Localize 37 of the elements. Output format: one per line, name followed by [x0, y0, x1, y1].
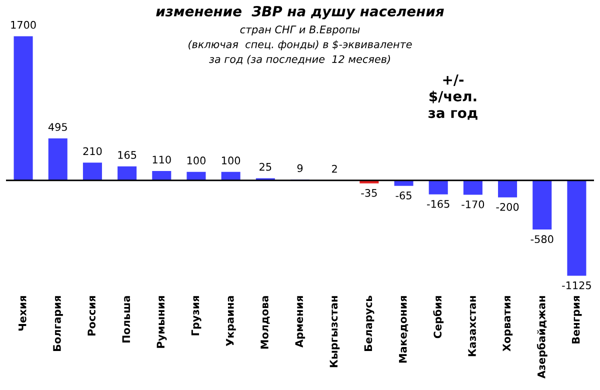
- x-tick-label: Армения: [295, 296, 306, 348]
- chart-subtitle: стран СНГ и В.Европы (включая спец. фонды) в $-эквиваленте за год (за последние 12 месяев): [188, 26, 412, 64]
- data-label: 110: [152, 156, 171, 164]
- data-label: 100: [222, 156, 240, 164]
- data-label: 2: [332, 164, 337, 173]
- x-tick-label: Македония: [399, 296, 408, 363]
- x-tick-label: Сербия: [433, 296, 444, 338]
- x-tick-label: Казахстан: [468, 296, 476, 356]
- x-tick-label: Болгария: [53, 296, 63, 351]
- data-label: 165: [118, 151, 136, 159]
- annotation: +/- $/чел. за год: [428, 74, 478, 120]
- data-label: -1125: [562, 281, 591, 290]
- data-label: 9: [297, 164, 303, 172]
- data-label: 100: [187, 156, 206, 164]
- data-label: -200: [496, 202, 519, 211]
- data-label: -170: [462, 200, 484, 208]
- data-label: -580: [530, 235, 554, 244]
- x-tick-label: Беларусь: [364, 296, 374, 351]
- chart-title: изменение ЗВР на душу населения: [156, 6, 444, 20]
- data-label: 495: [48, 123, 67, 131]
- x-tick-label: Грузия: [191, 296, 202, 336]
- x-tick-label: Хорватия: [502, 296, 513, 352]
- x-tick-label: Молдова: [260, 296, 270, 349]
- data-label: 210: [83, 147, 102, 156]
- x-tick-label: Венгрия: [572, 296, 582, 344]
- x-tick-label: Польша: [122, 296, 130, 343]
- x-tick-label: Украина: [226, 296, 236, 346]
- x-tick-label: Азербайджан: [536, 296, 548, 378]
- data-label: 25: [260, 162, 272, 171]
- x-tick-label: Россия: [88, 296, 96, 336]
- data-label: -165: [427, 200, 450, 208]
- data-label: 1700: [11, 20, 36, 29]
- x-tick-label: Чехия: [18, 296, 26, 331]
- data-label: -65: [396, 192, 412, 200]
- x-tick-label: Кыргызстан: [330, 296, 340, 368]
- x-tick-label: Румыния: [156, 296, 167, 348]
- data-label: -35: [361, 188, 377, 197]
